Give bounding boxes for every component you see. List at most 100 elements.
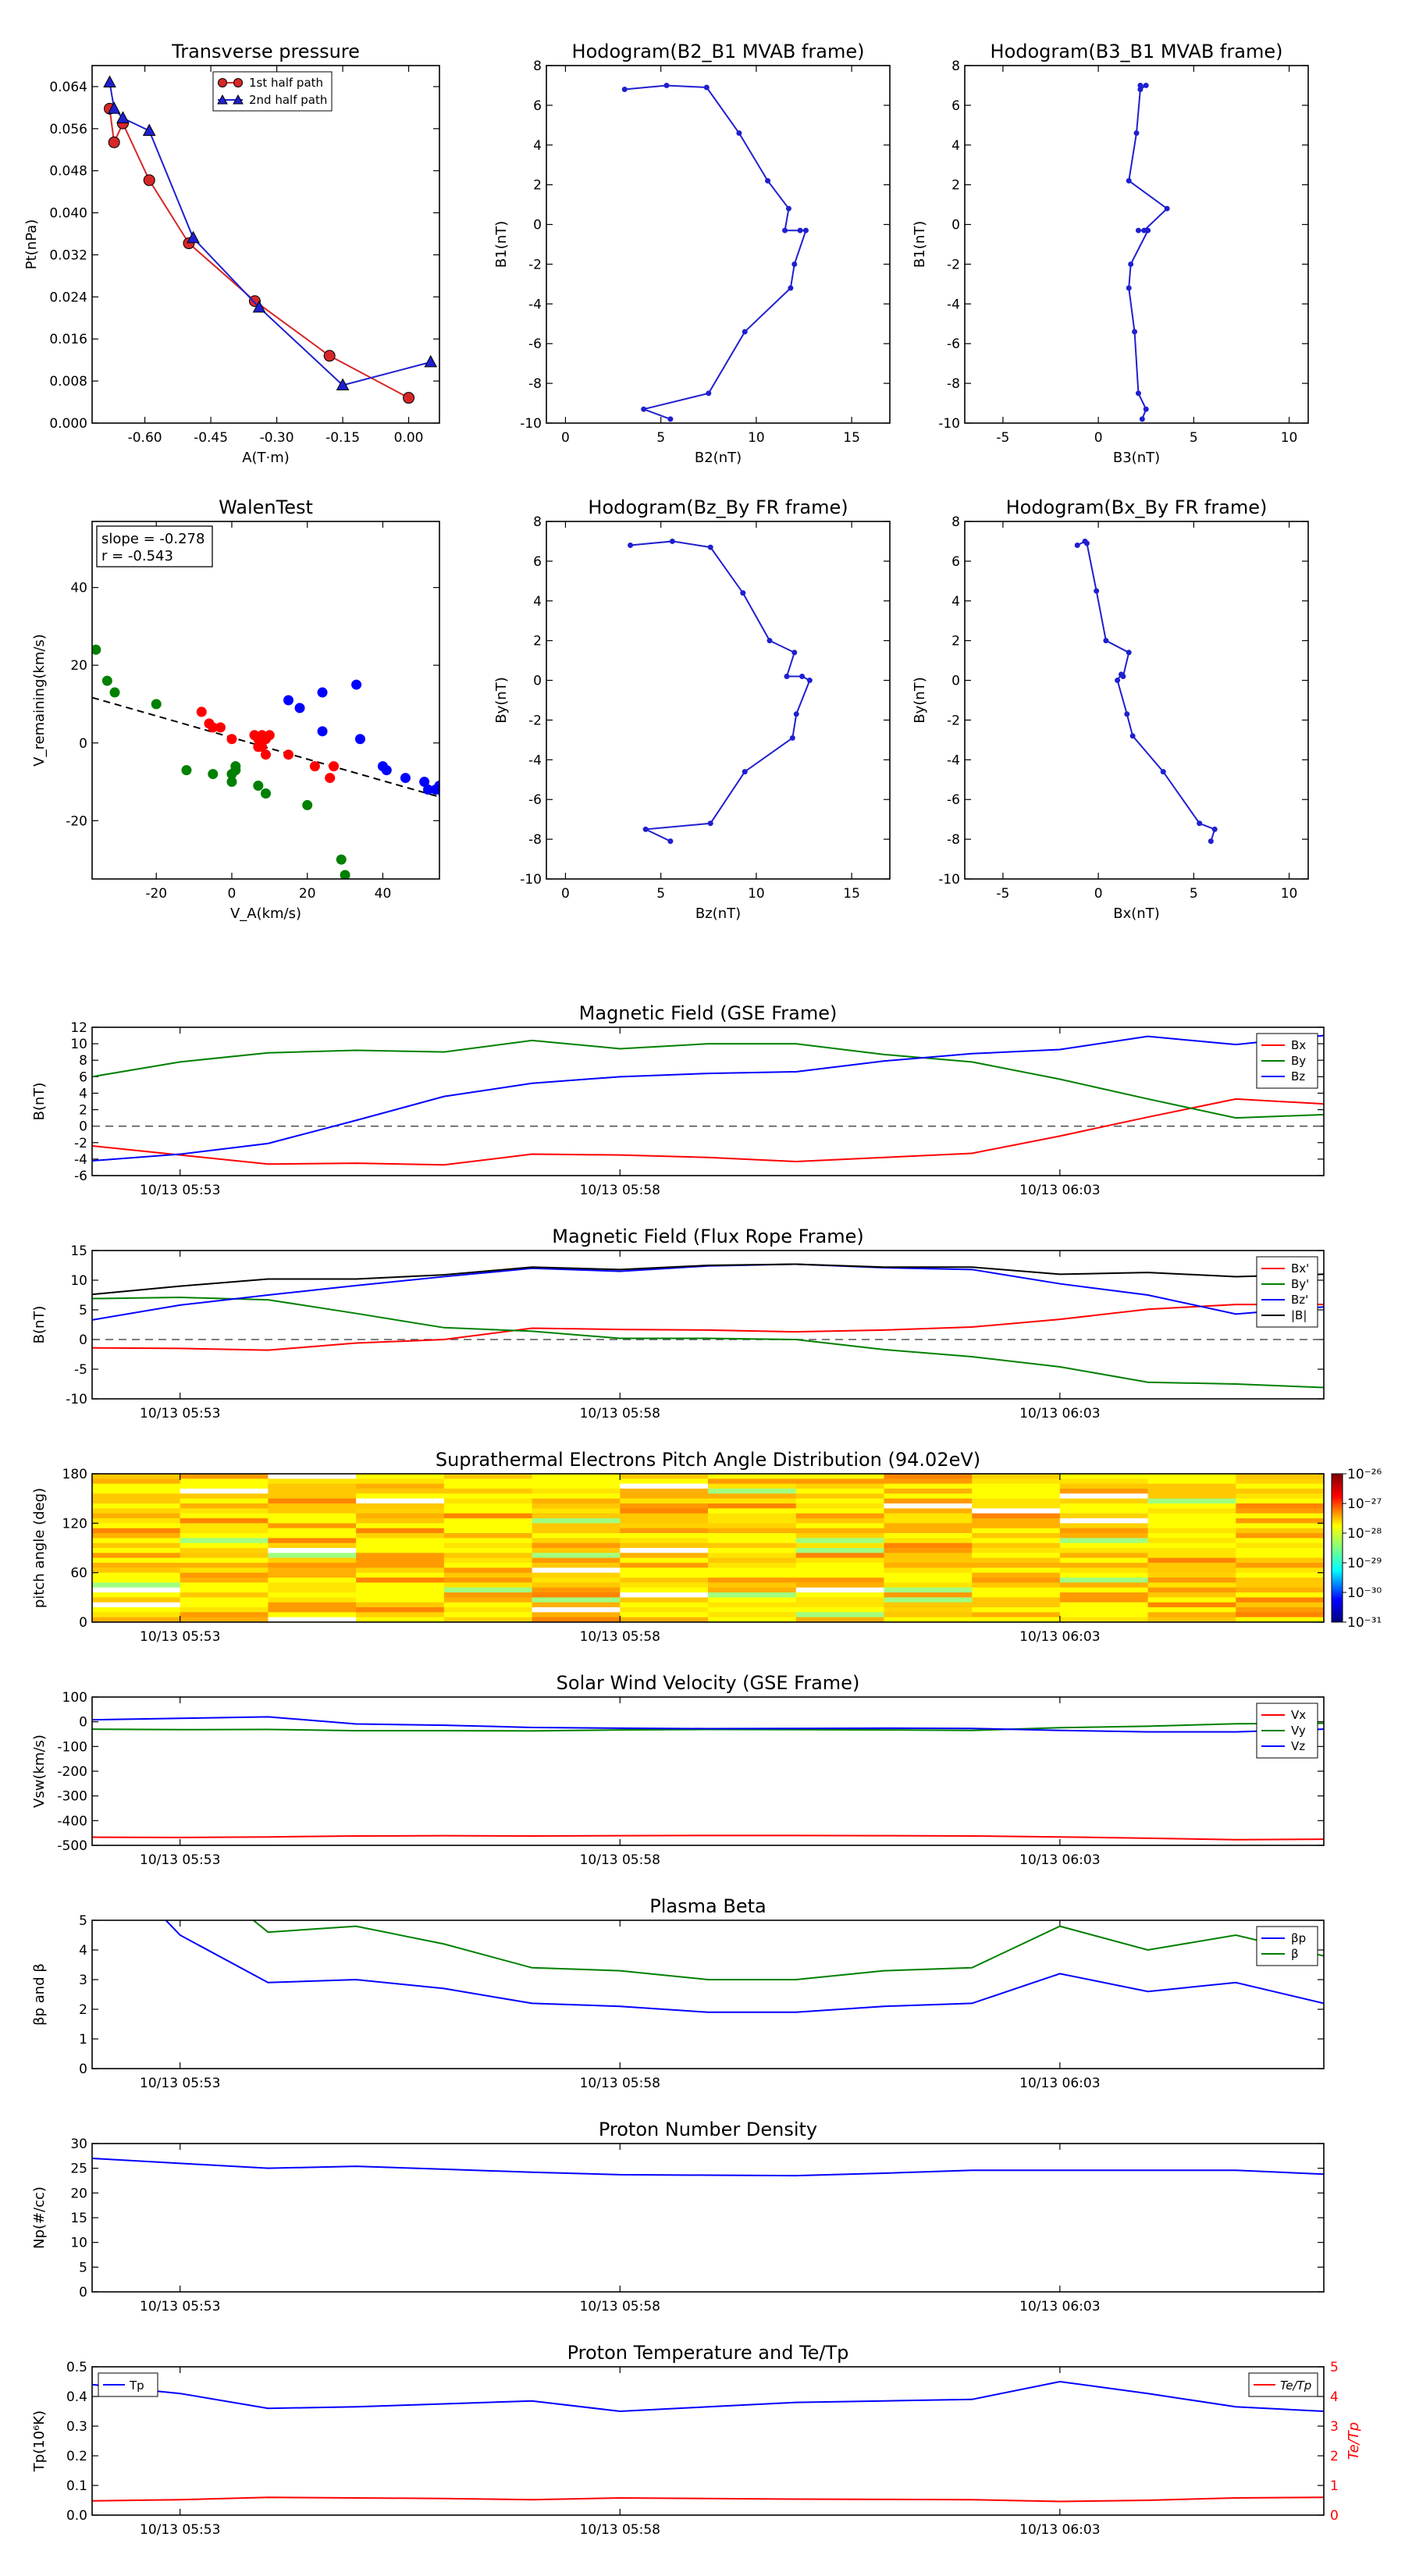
y-axis-label: Vsw(km/s) [31,1735,48,1808]
plot-area [621,82,809,422]
heatmap-cell [708,1548,797,1553]
heatmap-cell [1059,1498,1149,1504]
h2-ytick-label: 6 [951,98,960,114]
heatmap-cell [620,1582,709,1589]
scatter-point-blue [422,785,433,795]
heatmap-cell [1147,1513,1236,1519]
series-line-Tp [92,2380,1324,2413]
hodogram-point [799,673,806,679]
hodogram-line [1128,84,1168,420]
scatter-point-red [253,742,264,753]
heatmap-cell [443,1533,533,1539]
np-time-label: 10/13 06:03 [1019,2299,1100,2314]
h4-ytick-label: 6 [951,554,960,570]
heatmap-cell [92,1483,181,1489]
heatmap-cell [620,1607,709,1613]
heatmap-cell [443,1592,533,1598]
heatmap-cell [443,1513,533,1519]
h1-ytick-label: -2 [528,257,542,272]
colorbar-label: 10⁻²⁸ [1347,1526,1382,1542]
scatter-point-green [101,675,112,686]
heatmap-cell [1147,1474,1236,1479]
hodogram-point [806,678,813,684]
heatmap-cell [268,1508,357,1514]
hodogram-point [641,406,647,412]
hodogram-point [1126,649,1132,656]
heatmap-cell [1147,1582,1236,1589]
heatmap-cell [1236,1597,1325,1603]
heatmap-cell [1059,1533,1149,1539]
pad-ytick-label: 60 [70,1566,87,1582]
heatmap-cell [708,1607,797,1613]
heatmap-cell [620,1503,709,1509]
chart-hodogram-h4: Hodogram(Bx_By FR frame) -5 0 5 10 -10 -8 -6 -4 -… [912,496,1309,922]
heatmap-cell [708,1578,797,1583]
bfr-ytick-label: 10 [70,1273,87,1289]
heatmap-cell [180,1498,269,1504]
series-line-Vz [92,1716,1324,1733]
heatmap-cell [180,1513,269,1519]
heatmap-cell [795,1528,884,1534]
scatter-point-red [264,730,275,741]
heatmap-cell [1147,1498,1236,1504]
series-line-Bz [92,1034,1324,1162]
bfr-ytick-label: 5 [79,1303,87,1318]
h1-ytick-label: -8 [528,376,542,392]
heatmap-cell [92,1572,181,1578]
heatmap-cell [443,1567,533,1574]
heatmap-cell [1236,1578,1325,1583]
scatter-point-green [92,644,101,655]
heatmap-cell [268,1607,357,1613]
heatmap-cell [1236,1553,1325,1559]
heatmap-cell [884,1612,973,1618]
heatmap-cell [356,1612,445,1618]
heatmap-cell [532,1572,621,1578]
legend-right: Te/Tp [1248,2372,1318,2397]
heatmap-cell [708,1572,797,1578]
legend-label: Tp [129,2379,144,2393]
np-ytick-label: 10 [70,2236,87,2251]
heatmap-cell [268,1518,357,1524]
legend-label: Vx [1291,1708,1306,1722]
chart-pitch-angle: Suprathermal Electrons Pitch Angle Distr… [31,1449,1382,1645]
chart-tp: Proton Temperature and Te/Tp 0.0 0.1 0.2 0.3… [31,2342,1362,2538]
heatmap-cell [356,1538,445,1544]
heatmap-cell [620,1518,709,1524]
heatmap-cell [708,1474,797,1479]
heatmap-cell [1059,1597,1149,1603]
hodogram-point [791,261,798,267]
heatmap-cell [1236,1493,1325,1500]
heatmap-cell [620,1498,709,1504]
tp-ytick-label: 0.3 [66,2419,87,2435]
heatmap-cell [884,1542,973,1549]
heatmap-cell [1059,1518,1149,1524]
bgse-time-label: 10/13 05:53 [140,1183,220,1198]
heatmap-cell [532,1578,621,1583]
heatmap-cell [268,1582,357,1589]
heatmap-cell [92,1518,181,1524]
plot-area [628,538,813,845]
chart-title: Proton Number Density [599,2119,817,2140]
hodogram-point [1137,87,1144,93]
heatmap-cell [356,1563,445,1568]
heatmap-cell [1147,1523,1236,1529]
heatmap-cell [443,1553,533,1559]
heatmap-cell [532,1508,621,1514]
h1-xtick-label: 5 [656,430,665,446]
heatmap-cell [708,1557,797,1564]
hodogram-point [793,711,799,717]
plot-frame [91,65,440,424]
heatmap-cell [1236,1572,1325,1578]
heatmap-cell [180,1572,269,1578]
data-point [116,111,130,123]
plot-area [1126,82,1170,422]
heatmap-cell [708,1489,797,1494]
heatmap-cell [532,1542,621,1549]
heatmap-cell [1147,1553,1236,1559]
heatmap-cell [1147,1592,1236,1598]
heatmap-cell [180,1538,269,1544]
heatmap-cell [92,1582,181,1589]
h2-ytick-label: -2 [947,257,960,272]
heatmap-cell [1059,1602,1149,1608]
pad-time-label: 10/13 05:58 [580,1629,660,1645]
